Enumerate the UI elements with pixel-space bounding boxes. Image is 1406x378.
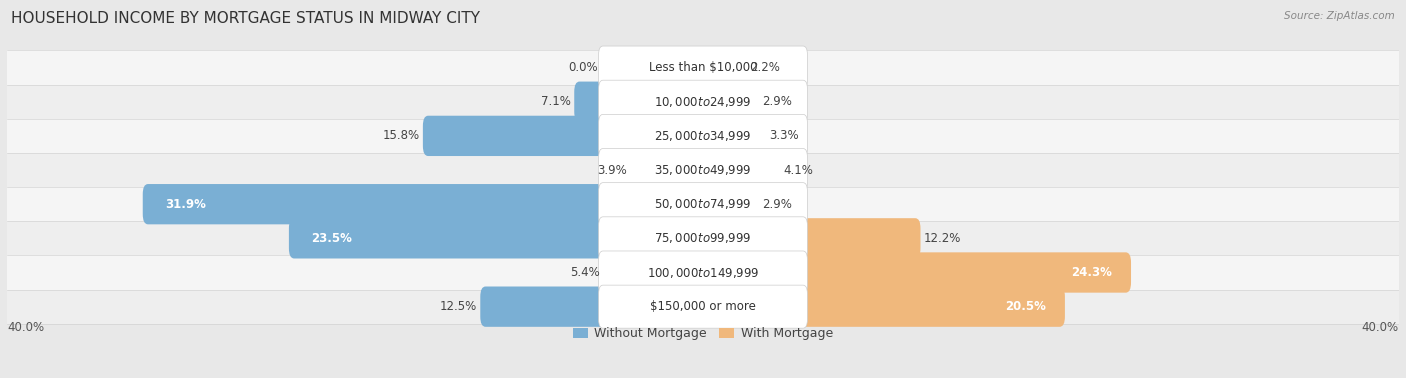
FancyBboxPatch shape: [697, 218, 921, 259]
Text: 2.2%: 2.2%: [749, 61, 780, 74]
Text: 23.5%: 23.5%: [312, 232, 353, 245]
FancyBboxPatch shape: [599, 183, 807, 226]
FancyBboxPatch shape: [0, 290, 1406, 324]
Text: 0.0%: 0.0%: [568, 61, 598, 74]
FancyBboxPatch shape: [143, 184, 709, 224]
FancyBboxPatch shape: [574, 82, 709, 122]
Text: $35,000 to $49,999: $35,000 to $49,999: [654, 163, 752, 177]
FancyBboxPatch shape: [697, 287, 1064, 327]
Text: 4.1%: 4.1%: [783, 164, 813, 177]
Text: 5.4%: 5.4%: [571, 266, 600, 279]
FancyBboxPatch shape: [697, 47, 747, 88]
FancyBboxPatch shape: [0, 153, 1406, 187]
FancyBboxPatch shape: [697, 116, 766, 156]
FancyBboxPatch shape: [0, 221, 1406, 256]
Text: 40.0%: 40.0%: [1362, 321, 1399, 334]
Text: 40.0%: 40.0%: [7, 321, 44, 334]
Text: $100,000 to $149,999: $100,000 to $149,999: [647, 265, 759, 279]
FancyBboxPatch shape: [0, 256, 1406, 290]
FancyBboxPatch shape: [0, 119, 1406, 153]
Text: $10,000 to $24,999: $10,000 to $24,999: [654, 95, 752, 109]
Text: 2.9%: 2.9%: [762, 95, 792, 108]
FancyBboxPatch shape: [630, 150, 709, 190]
Text: $50,000 to $74,999: $50,000 to $74,999: [654, 197, 752, 211]
Text: 2.9%: 2.9%: [762, 198, 792, 211]
FancyBboxPatch shape: [599, 80, 807, 123]
Text: HOUSEHOLD INCOME BY MORTGAGE STATUS IN MIDWAY CITY: HOUSEHOLD INCOME BY MORTGAGE STATUS IN M…: [11, 11, 481, 26]
Text: 12.2%: 12.2%: [924, 232, 962, 245]
Text: 31.9%: 31.9%: [166, 198, 207, 211]
FancyBboxPatch shape: [599, 149, 807, 192]
Text: $150,000 or more: $150,000 or more: [650, 300, 756, 313]
Text: 12.5%: 12.5%: [440, 300, 477, 313]
Text: 20.5%: 20.5%: [1005, 300, 1046, 313]
FancyBboxPatch shape: [0, 85, 1406, 119]
Text: $75,000 to $99,999: $75,000 to $99,999: [654, 231, 752, 245]
FancyBboxPatch shape: [697, 184, 759, 224]
Text: Less than $10,000: Less than $10,000: [648, 61, 758, 74]
FancyBboxPatch shape: [599, 285, 807, 328]
FancyBboxPatch shape: [603, 253, 709, 293]
FancyBboxPatch shape: [423, 116, 709, 156]
Text: 3.3%: 3.3%: [769, 129, 799, 143]
FancyBboxPatch shape: [599, 46, 807, 89]
FancyBboxPatch shape: [481, 287, 709, 327]
FancyBboxPatch shape: [697, 150, 779, 190]
FancyBboxPatch shape: [697, 82, 759, 122]
FancyBboxPatch shape: [697, 253, 1130, 293]
Text: 7.1%: 7.1%: [541, 95, 571, 108]
Text: $25,000 to $34,999: $25,000 to $34,999: [654, 129, 752, 143]
FancyBboxPatch shape: [0, 187, 1406, 221]
Legend: Without Mortgage, With Mortgage: Without Mortgage, With Mortgage: [568, 322, 838, 345]
Text: Source: ZipAtlas.com: Source: ZipAtlas.com: [1284, 11, 1395, 21]
Text: 15.8%: 15.8%: [382, 129, 419, 143]
FancyBboxPatch shape: [0, 51, 1406, 85]
FancyBboxPatch shape: [599, 217, 807, 260]
FancyBboxPatch shape: [288, 218, 709, 259]
FancyBboxPatch shape: [599, 115, 807, 157]
FancyBboxPatch shape: [599, 251, 807, 294]
Text: 24.3%: 24.3%: [1071, 266, 1112, 279]
Text: 3.9%: 3.9%: [596, 164, 627, 177]
